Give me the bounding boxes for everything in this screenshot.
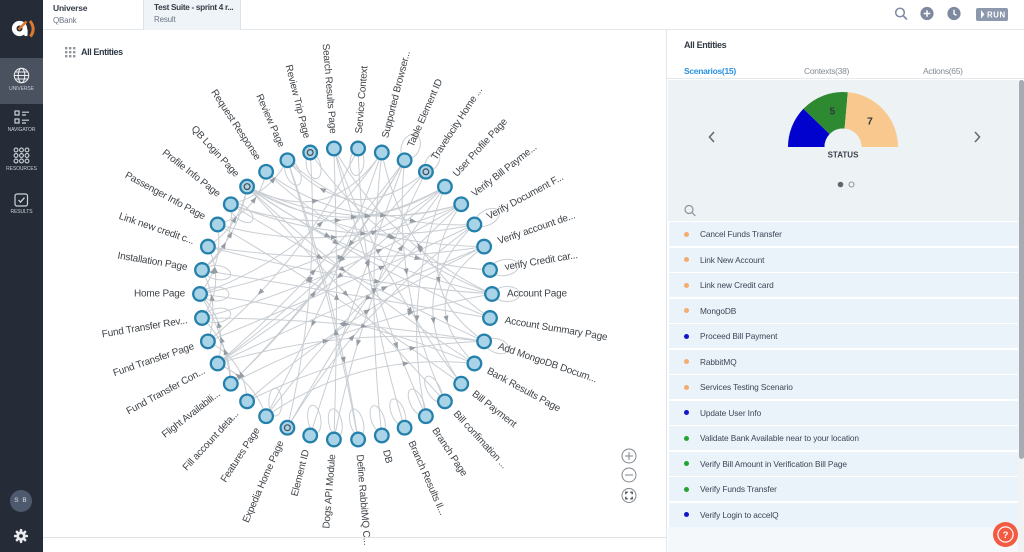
svg-text:RUN: RUN — [987, 10, 1006, 19]
svg-text:Bill Payment: Bill Payment — [470, 389, 519, 431]
svg-text:Fund Transfer Page: Fund Transfer Page — [112, 341, 196, 379]
svg-text:Review Page: Review Page — [253, 92, 286, 149]
svg-text:Table Element ID: Table Element ID — [406, 78, 445, 149]
svg-text:Branch Page: Branch Page — [429, 426, 469, 479]
svg-text:Link new credit c...: Link new credit c... — [117, 211, 195, 247]
svg-text:Branch Results Il...: Branch Results Il... — [406, 439, 448, 517]
svg-text:Supported Browser...: Supported Browser... — [380, 50, 413, 139]
svg-text:?: ? — [1003, 530, 1009, 541]
svg-text:Account Page: Account Page — [507, 289, 568, 300]
svg-text:STATUS: STATUS — [828, 151, 859, 160]
svg-text:7: 7 — [867, 116, 873, 128]
svg-text:Features Page: Features Page — [219, 425, 263, 484]
svg-text:verify Credit car...: verify Credit car... — [504, 250, 579, 273]
svg-text:Fund Transfer Rev...: Fund Transfer Rev... — [101, 315, 188, 340]
svg-text:Element ID: Element ID — [290, 449, 312, 498]
svg-text:Review Trip Page: Review Trip Page — [283, 64, 312, 140]
svg-text:Account Summary Page: Account Summary Page — [504, 315, 609, 343]
svg-text:Home Page: Home Page — [134, 289, 186, 300]
svg-text:Define RabbitMQ C...: Define RabbitMQ C... — [354, 454, 372, 546]
svg-text:Search Results Page: Search Results Page — [320, 43, 338, 134]
svg-text:DB: DB — [380, 449, 394, 465]
svg-text:Installation Page: Installation Page — [117, 251, 189, 274]
svg-text:Dogs API Module: Dogs API Module — [321, 453, 338, 529]
svg-text:Service Context: Service Context — [354, 65, 371, 134]
svg-text:5: 5 — [830, 107, 836, 118]
svg-text:Verify account de...: Verify account de... — [497, 210, 577, 247]
